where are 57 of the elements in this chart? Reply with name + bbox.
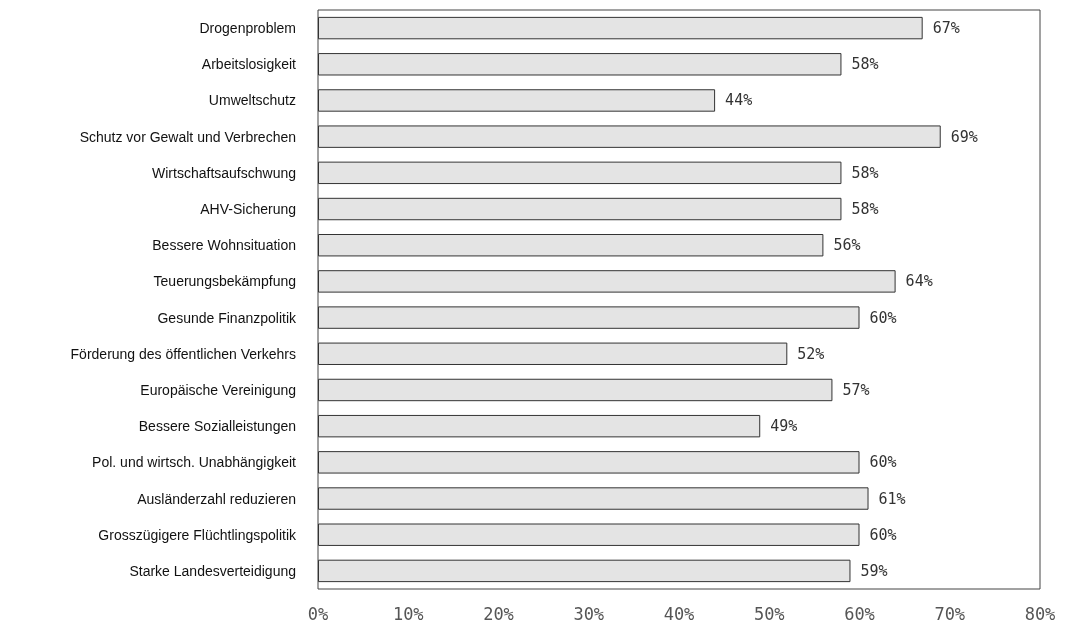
data-label: 59% <box>860 561 888 580</box>
x-tick-label: 20% <box>483 603 514 624</box>
bar <box>318 234 824 257</box>
x-tick-label: 0% <box>307 603 329 624</box>
data-label: 60% <box>869 453 897 472</box>
y-tick-label: Wirtschaftsaufschwung <box>152 164 296 181</box>
x-tick-label: 10% <box>392 603 424 624</box>
x-tick-label: 50% <box>753 603 785 624</box>
y-tick-label: Grosszügigere Flüchtlingspolitik <box>98 526 297 543</box>
y-tick-label: Schutz vor Gewalt und Verbrechen <box>79 128 296 145</box>
y-tick-label: Ausländerzahl reduzieren <box>137 490 296 507</box>
data-label: 49% <box>770 417 798 436</box>
data-label: 64% <box>905 272 933 291</box>
data-label: 67% <box>932 19 960 38</box>
data-label: 69% <box>950 127 978 146</box>
y-tick-label: Bessere Wohnsituation <box>152 237 296 254</box>
x-tick-label: 60% <box>844 603 875 624</box>
y-tick-label: Umweltschutz <box>208 92 296 109</box>
bar <box>318 559 851 583</box>
y-tick-label: Bessere Sozialleistungen <box>138 418 296 435</box>
y-tick-label: Pol. und wirtsch. Unabhängigkeit <box>92 454 297 471</box>
y-tick-label: Arbeitslosigkeit <box>201 56 297 73</box>
data-label: 52% <box>797 344 825 363</box>
x-tick-label: 40% <box>663 603 695 624</box>
bar <box>318 125 941 148</box>
y-tick-label: Gesunde Finanzpolitik <box>157 309 297 326</box>
data-label: 60% <box>869 308 897 327</box>
bar <box>318 16 923 40</box>
bar <box>318 161 842 185</box>
data-label: 56% <box>833 236 861 255</box>
bar <box>318 414 761 438</box>
y-tick-label: Europäische Vereinigung <box>140 381 296 398</box>
bar <box>318 89 716 112</box>
y-tick-label: Teuerungsbekämpfung <box>153 273 296 290</box>
data-label: 60% <box>869 525 897 544</box>
data-label: 61% <box>878 489 906 508</box>
y-tick-label: Starke Landesverteidigung <box>129 562 296 579</box>
bar <box>318 306 860 329</box>
bar <box>318 523 860 546</box>
data-label: 58% <box>851 163 879 182</box>
bar <box>318 342 788 365</box>
x-tick-label: 70% <box>934 603 966 624</box>
bar <box>318 197 842 221</box>
bar <box>318 451 860 474</box>
x-tick-label: 30% <box>573 603 605 624</box>
data-label: 58% <box>851 200 879 219</box>
bar <box>318 53 842 76</box>
y-tick-label: Förderung des öffentlichen Verkehrs <box>70 345 296 362</box>
y-tick-label: AHV-Sicherung <box>200 201 296 218</box>
x-tick-label: 80% <box>1024 603 1056 624</box>
bar <box>318 378 833 402</box>
data-label: 58% <box>851 55 879 74</box>
bar <box>318 487 869 510</box>
data-label: 57% <box>842 380 870 399</box>
y-tick-label: Drogenproblem <box>199 20 296 37</box>
bar <box>318 270 896 293</box>
data-label: 44% <box>725 91 753 110</box>
